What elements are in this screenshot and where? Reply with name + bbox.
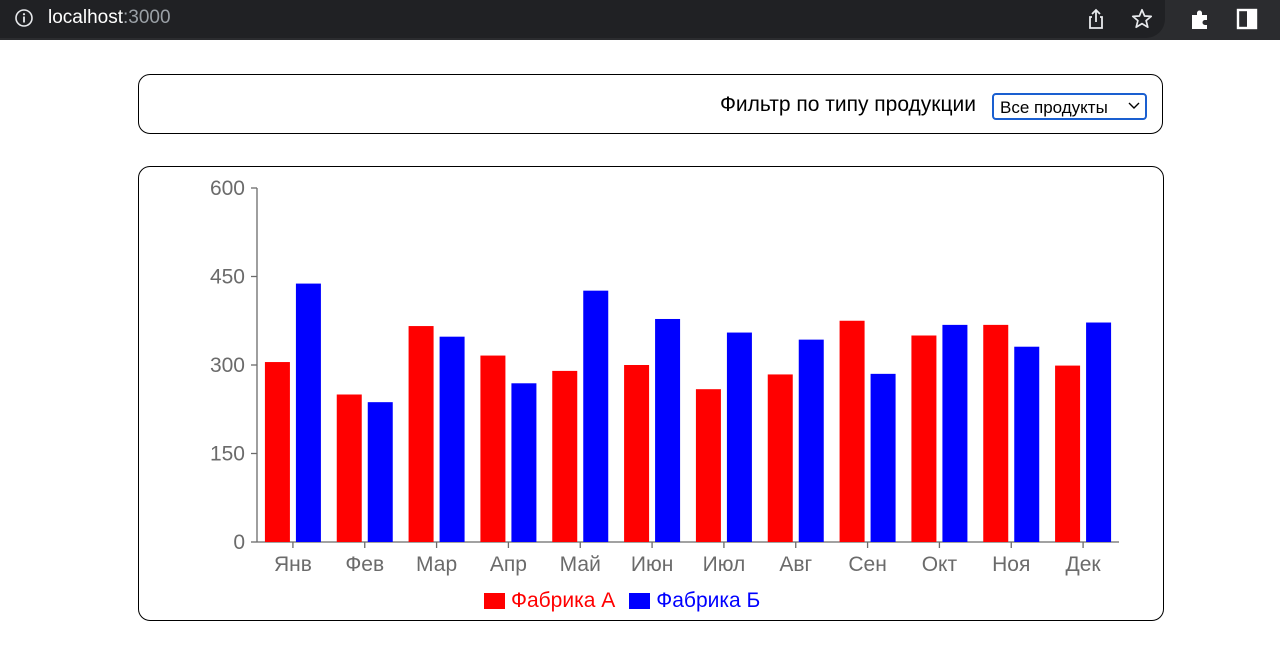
bar-factory-a[interactable] <box>336 394 362 543</box>
legend-item-factory-a[interactable]: Фабрика А <box>484 589 615 613</box>
bar-factory-b[interactable] <box>942 324 968 542</box>
product-type-select[interactable]: Все продукты <box>992 93 1147 120</box>
y-tick-label: 300 <box>210 354 245 377</box>
bar-factory-a[interactable] <box>408 326 434 542</box>
url-port: :3000 <box>123 7 171 28</box>
bar-chart: 0 150 300 450 600 Янв Фев Мар Апр Май Июн Июл Авг Сен… <box>210 177 1119 576</box>
bar-factory-a[interactable] <box>624 365 650 542</box>
bar-factory-b[interactable] <box>439 336 465 542</box>
x-tick-label: Май <box>560 553 601 576</box>
bar-factory-a[interactable] <box>695 389 721 542</box>
bar-factory-b[interactable] <box>1086 322 1112 542</box>
filter-panel: Фильтр по типу продукции Все продукты <box>138 74 1163 134</box>
x-tick-label: Янв <box>274 553 312 576</box>
bar-factory-b[interactable] <box>1014 346 1040 542</box>
x-tick-label: Июн <box>631 553 673 576</box>
extensions-icon[interactable] <box>1188 7 1212 31</box>
bar-factory-a[interactable] <box>911 335 937 543</box>
y-tick-label: 0 <box>233 531 245 554</box>
x-tick-label: Фев <box>345 553 384 576</box>
chart-panel: 0 150 300 450 600 Янв Фев Мар Апр Май Июн Июл Авг Сен… <box>138 166 1164 621</box>
y-tick-label: 450 <box>210 266 245 289</box>
bar-factory-b[interactable] <box>583 290 609 542</box>
bar-factory-a[interactable] <box>983 324 1009 542</box>
y-tick-label: 600 <box>210 177 245 200</box>
legend-label: Фабрика Б <box>656 589 761 612</box>
chart-legend: Фабрика А Фабрика Б <box>484 589 774 613</box>
url-host: localhost <box>48 7 123 28</box>
x-tick-label: Сен <box>848 553 886 576</box>
x-tick-label: Июл <box>703 553 746 576</box>
bar-factory-b[interactable] <box>367 402 393 542</box>
legend-label: Фабрика А <box>511 589 616 612</box>
bar-factory-b[interactable] <box>870 373 896 542</box>
bar-factory-b[interactable] <box>655 318 681 542</box>
bar-factory-a[interactable] <box>839 320 865 542</box>
legend-item-factory-b[interactable]: Фабрика Б <box>629 589 760 613</box>
address-bar[interactable]: localhost:3000 <box>0 0 1165 38</box>
side-panel-icon[interactable] <box>1235 7 1259 31</box>
x-tick-label: Ноя <box>992 553 1030 576</box>
x-tick-label: Авг <box>779 553 812 576</box>
browser-toolbar: localhost:3000 <box>0 0 1280 40</box>
share-icon[interactable] <box>1084 7 1108 31</box>
bar-factory-b[interactable] <box>511 383 537 542</box>
x-tick-label: Мар <box>416 553 457 576</box>
star-icon[interactable] <box>1130 7 1154 31</box>
bar-factory-a[interactable] <box>264 362 290 542</box>
bar-factory-b[interactable] <box>295 283 321 542</box>
url-text[interactable]: localhost:3000 <box>48 7 171 29</box>
bar-factory-a[interactable] <box>552 370 578 542</box>
x-tick-label: Окт <box>922 553 958 576</box>
filter-label: Фильтр по типу продукции <box>719 93 976 116</box>
product-type-selected: Все продукты <box>1000 98 1108 117</box>
bar-factory-b[interactable] <box>726 332 752 542</box>
bar-factory-b[interactable] <box>798 339 824 542</box>
bar-factory-a[interactable] <box>480 355 506 542</box>
x-tick-label: Дек <box>1066 553 1102 576</box>
bar-factory-a[interactable] <box>767 374 793 542</box>
chevron-down-icon <box>1128 102 1140 109</box>
y-tick-label: 150 <box>210 443 245 466</box>
info-icon[interactable] <box>14 8 34 28</box>
bar-factory-a[interactable] <box>1055 365 1081 542</box>
legend-swatch <box>484 593 505 609</box>
x-tick-label: Апр <box>490 553 527 576</box>
legend-swatch <box>629 593 651 609</box>
